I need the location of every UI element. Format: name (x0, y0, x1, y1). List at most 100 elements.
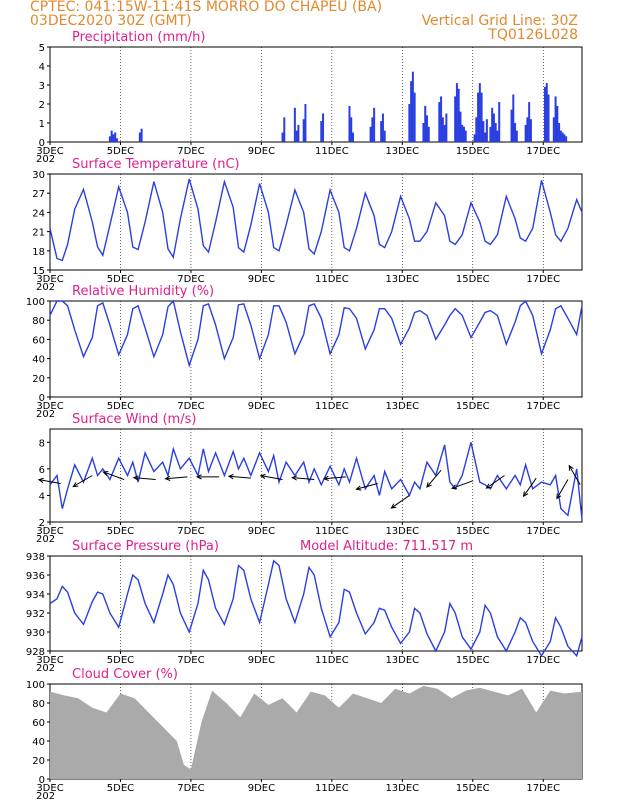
precip-bar (441, 117, 444, 142)
y-tick-label: 2 (39, 518, 45, 529)
wind-vector-head (291, 475, 298, 481)
wind-vector-head (227, 473, 234, 480)
y-tick-label: 27 (32, 189, 45, 200)
y-tick-label: 6 (39, 465, 45, 476)
wind-vector (133, 477, 156, 480)
header-station: CPTEC: 041:15W-11:41S MORRO DO CHAPEU (B… (30, 0, 383, 15)
precip-bar (524, 124, 527, 142)
header-date: 03DEC2020 30Z (GMT) (30, 13, 192, 29)
wind-vector (103, 471, 125, 480)
x-tick-label: 5DEC (107, 146, 134, 157)
precip-bar (350, 117, 353, 142)
cloud-cover-area (50, 685, 582, 779)
wind-vector-head (259, 473, 266, 479)
wind-vector-head (522, 491, 529, 498)
precip-bar (425, 115, 428, 142)
precip-bar (293, 107, 296, 142)
precip-bar (482, 121, 485, 142)
series-line (49, 559, 583, 658)
panel-frame (49, 428, 583, 523)
wind-vector (260, 475, 283, 480)
x-tick-label: 15DEC (456, 783, 490, 794)
precip-bar (528, 102, 531, 142)
precip-bar (494, 123, 497, 142)
panel-title: Surface Wind (m/s) (72, 412, 196, 427)
y-tick-label: 8 (39, 438, 45, 449)
wind-vector-head (195, 474, 202, 480)
x-tick-label: 15DEC (456, 274, 490, 285)
y-tick-label: 932 (26, 609, 45, 620)
y-tick-label: 4 (39, 491, 45, 502)
x-tick-label: 5DEC (107, 274, 134, 285)
precip-bar (371, 117, 374, 142)
x-tick-label: 11DEC (315, 526, 349, 537)
y-tick-label: 3 (39, 81, 45, 92)
precip-bar (565, 136, 568, 142)
wind-vector (451, 480, 473, 489)
precip-bar (281, 132, 284, 142)
header-model: TQ0126L028 (488, 27, 578, 43)
series-line (49, 442, 583, 520)
precip-bar (380, 121, 383, 142)
precip-bar (478, 83, 481, 142)
wind-vector (523, 477, 537, 497)
precip-bar (304, 104, 307, 142)
x-tick-label: 13DEC (385, 526, 419, 537)
wind-vector-head (322, 475, 329, 481)
wind-vector-head (426, 482, 432, 488)
x-tick-label: 13DEC (385, 783, 419, 794)
y-tick-label: 40 (32, 355, 45, 366)
precip-bar (461, 124, 464, 142)
precip-bar (295, 130, 298, 142)
series-line (49, 299, 583, 368)
precip-bar (457, 88, 460, 142)
precip-bar (480, 92, 483, 142)
wind-vector-head (485, 483, 492, 489)
x-tick-label: 13DEC (385, 146, 419, 157)
x-tick-label: 13DEC (385, 401, 419, 412)
x-tick-label: 17DEC (526, 401, 560, 412)
x-tick-label: 17DEC (526, 783, 560, 794)
wind-vector (72, 475, 93, 487)
wind-vector (486, 475, 505, 489)
x-tick-label: 11DEC (315, 783, 349, 794)
x-tick-label: 7DEC (177, 655, 204, 666)
precip-bar (410, 81, 413, 142)
precip-bar (556, 105, 559, 142)
y-tick-label: 928 (26, 647, 45, 658)
wind-vector (356, 482, 378, 490)
x-tick-label: 3DEC (36, 526, 63, 537)
y-tick-label: 80 (32, 316, 45, 327)
x-year-label: 202 (36, 154, 55, 165)
wind-vector (391, 495, 410, 509)
precip-bar (514, 123, 517, 142)
precip-bar (462, 126, 465, 142)
precip-bar (496, 130, 499, 142)
x-tick-label: 17DEC (526, 526, 560, 537)
y-tick-label: 24 (32, 208, 45, 219)
x-tick-label: 13DEC (385, 655, 419, 666)
x-tick-label: 9DEC (248, 655, 275, 666)
model-altitude-label: Model Altitude: 711.517 m (300, 539, 473, 554)
x-tick-label: 9DEC (248, 783, 275, 794)
precip-bar (422, 123, 425, 142)
y-tick-label: 1 (39, 119, 45, 130)
panel-frame (49, 173, 583, 271)
precip-bar (381, 113, 384, 142)
precip-bar (544, 86, 547, 142)
x-tick-label: 7DEC (177, 526, 204, 537)
y-tick-label: 80 (32, 699, 45, 710)
x-tick-label: 17DEC (526, 655, 560, 666)
x-tick-label: 7DEC (177, 274, 204, 285)
x-year-label: 202 (36, 282, 55, 293)
precip-bar (563, 134, 566, 142)
x-tick-label: 7DEC (177, 401, 204, 412)
y-tick-label: 20 (32, 374, 45, 385)
x-year-label: 202 (36, 791, 55, 800)
precip-bar (427, 126, 430, 142)
precip-bar (545, 83, 548, 142)
precip-bar (491, 107, 494, 142)
precip-bar (413, 92, 416, 142)
precip-bar (526, 117, 529, 142)
